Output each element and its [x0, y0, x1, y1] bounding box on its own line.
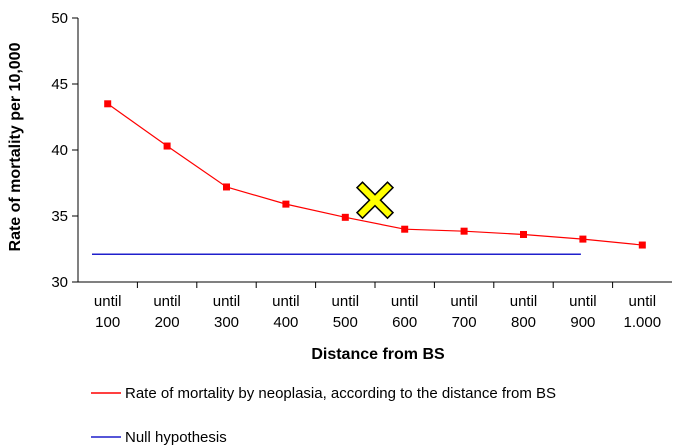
chart-legend: Rate of mortality by neoplasia, accordin…: [91, 385, 556, 446]
mortality-data-point: [163, 142, 171, 150]
x-tick-label: until 300: [213, 293, 241, 331]
x-axis-ticks: until 100 until 200 until 300 until 400 until 500…: [94, 282, 661, 331]
x-tick-label: until 100: [94, 293, 122, 331]
mortality-data-point: [282, 200, 290, 208]
x-tick-label-line: 300: [214, 314, 239, 331]
x-tick-label-line: until: [569, 293, 597, 310]
x-tick-label: until 700: [450, 293, 478, 331]
x-tick-label: until 1.000: [624, 293, 662, 331]
x-tick-label-line: 200: [155, 314, 180, 331]
y-axis-ticks: 30 35 40 45 50: [51, 10, 78, 291]
y-tick-label: 50: [51, 10, 68, 27]
x-tick-label-line: until: [510, 293, 538, 310]
legend-label-neoplasia: Rate of mortality by neoplasia, accordin…: [125, 385, 556, 402]
x-marker-icon: [355, 181, 395, 220]
x-tick-label: until 800: [510, 293, 538, 331]
mortality-data-point: [223, 183, 230, 191]
mortality-data-point: [401, 225, 409, 233]
x-tick-label-line: 1.000: [624, 314, 662, 331]
x-tick-label-line: 100: [95, 314, 120, 331]
x-tick-label-line: 700: [452, 314, 477, 331]
series-points: [104, 100, 646, 249]
x-marker-shape: [355, 181, 395, 220]
mortality-data-point: [104, 100, 112, 108]
legend-label-null: Null hypothesis: [125, 429, 227, 446]
x-tick-label: until 400: [272, 293, 300, 331]
x-tick-label-line: 600: [392, 314, 417, 331]
y-tick-label: 40: [51, 142, 68, 159]
x-tick-label: until 600: [391, 293, 419, 331]
x-tick-label-line: until: [450, 293, 478, 310]
x-tick-label-line: until: [153, 293, 181, 310]
x-tick-label-line: 800: [511, 314, 536, 331]
y-tick-label: 45: [51, 76, 68, 93]
x-tick-label-line: until: [332, 293, 360, 310]
mortality-data-point: [520, 230, 527, 238]
y-tick-label: 35: [51, 208, 68, 225]
x-tick-label-line: 500: [333, 314, 358, 331]
x-tick-label: until 500: [332, 293, 360, 331]
x-tick-label: until 900: [569, 293, 597, 331]
x-tick-label-line: 900: [570, 314, 595, 331]
x-axis-title: Distance from BS: [311, 346, 445, 363]
mortality-data-point: [579, 235, 587, 243]
y-axis-title: Rate of mortality per 10,000: [7, 42, 24, 251]
x-tick-label-line: until: [272, 293, 300, 310]
y-tick-label: 30: [51, 274, 68, 291]
mortality-data-point: [638, 241, 646, 249]
mortality-data-point: [341, 213, 349, 221]
mortality-data-point: [460, 227, 468, 235]
mortality-series-line: [107, 103, 643, 246]
x-tick-label-line: until: [94, 293, 122, 310]
x-tick-label-line: until: [391, 293, 419, 310]
series-lines: [92, 103, 643, 256]
x-tick-label: until 200: [153, 293, 181, 331]
x-tick-label-line: until: [213, 293, 241, 310]
x-tick-label-line: until: [629, 293, 657, 310]
x-tick-label-line: 400: [273, 314, 298, 331]
